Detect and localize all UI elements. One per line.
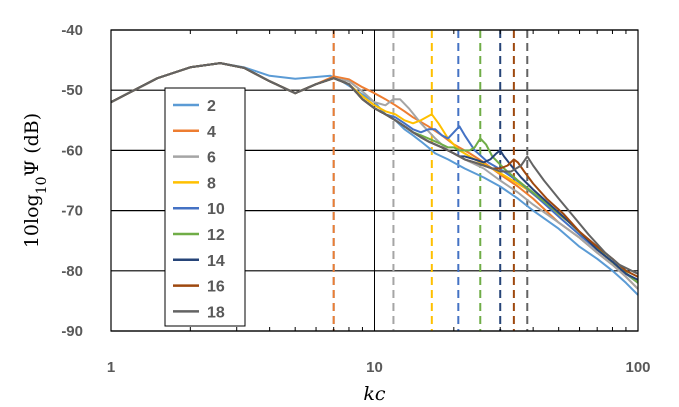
series-line-2 (110, 62, 639, 296)
legend: 2 4 6 8 10 12 14 16 18 (164, 87, 246, 327)
series-line-18 (110, 62, 639, 275)
x-tick-label: 10 (366, 359, 383, 376)
x-axis-title: kc (363, 383, 386, 405)
y-axis-title: 10log10Ψ (dB) (21, 113, 50, 248)
legend-label-8: 8 (207, 175, 216, 192)
legend-label-10: 10 (207, 201, 225, 218)
y-tick-label: -40 (61, 22, 83, 39)
y-tick-label: -90 (61, 323, 83, 340)
series-lines (110, 62, 639, 296)
y-tick-label: -70 (61, 203, 83, 220)
legend-label-14: 14 (207, 253, 225, 270)
legend-label-4: 4 (207, 124, 216, 141)
legend-label-18: 18 (207, 304, 225, 321)
x-tick-label: 100 (625, 359, 650, 376)
axis-titles: kc 10log10Ψ (dB) (21, 113, 386, 405)
y-tick-label: -60 (61, 142, 83, 159)
legend-label-2: 2 (207, 98, 216, 115)
cutoff-lines (332, 30, 529, 331)
legend-label-6: 6 (207, 150, 216, 167)
x-tick-label: 1 (107, 359, 115, 376)
y-tick-label: -80 (61, 263, 83, 280)
legend-label-12: 12 (207, 227, 225, 244)
y-tick-label: -50 (61, 82, 83, 99)
legend-label-16: 16 (207, 279, 225, 296)
tick-labels: -40 -50 -60 -70 -80 -90 1 10 100 (61, 22, 650, 376)
axes (110, 29, 639, 332)
